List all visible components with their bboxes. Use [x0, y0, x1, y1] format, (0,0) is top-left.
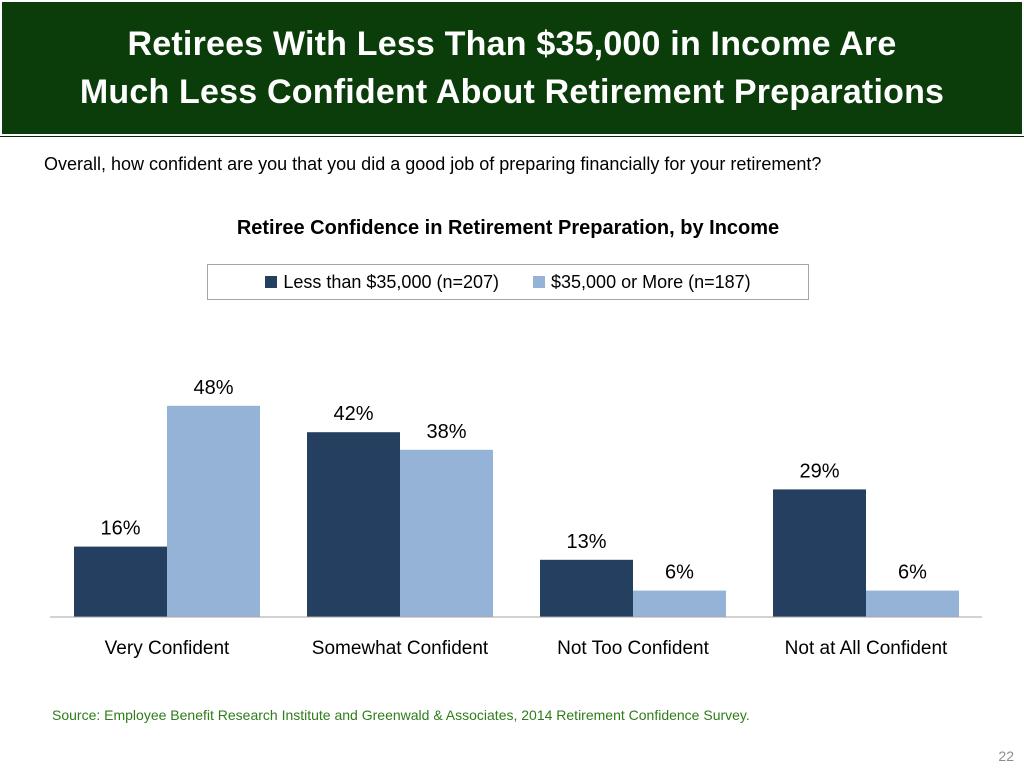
legend-item-high-income: $35,000 or More (n=187)	[533, 272, 751, 293]
bar-not-at-all-confident-series-1	[773, 489, 866, 617]
slide-title-line-2: Much Less Confident About Retirement Pre…	[79, 73, 945, 111]
slide-title-line-1: Retirees With Less Than $35,000 in Incom…	[127, 25, 897, 63]
bar-somewhat-confident-series-1	[307, 432, 400, 617]
chart-title: Retiree Confidence in Retirement Prepara…	[236, 217, 780, 239]
bar-not-at-all-confident-series-2	[866, 590, 959, 617]
category-label-somewhat-confident: Somewhat Confident	[312, 638, 489, 659]
data-label-not-too-confident-series-2: 6%	[665, 562, 694, 584]
data-label-somewhat-confident-series-2: 38%	[426, 421, 466, 443]
data-label-somewhat-confident-series-1: 42%	[333, 403, 373, 425]
legend-label-high-income: $35,000 or More (n=187)	[551, 271, 751, 292]
legend-item-low-income: Less than $35,000 (n=207)	[265, 272, 499, 293]
category-label-not-at-all-confident: Not at All Confident	[785, 638, 948, 659]
data-label-very-confident-series-2: 48%	[193, 377, 233, 399]
page-number: 22	[998, 748, 1014, 764]
survey-question: Overall, how confident are you that you …	[44, 154, 822, 174]
slide-header: Retirees With Less Than $35,000 in Incom…	[0, 0, 1024, 137]
legend-swatch-high-income	[533, 276, 546, 288]
data-label-not-too-confident-series-1: 13%	[566, 531, 606, 553]
legend-label-low-income: Less than $35,000 (n=207)	[283, 271, 500, 292]
bar-somewhat-confident-series-2	[400, 449, 493, 617]
legend-swatch-low-income	[265, 276, 278, 288]
bar-chart: 16% 48% Very Confident 42% 38% Somewhat Confi…	[50, 377, 982, 659]
bar-not-too-confident-series-1	[540, 559, 633, 617]
data-label-not-at-all-confident-series-1: 29%	[799, 460, 839, 482]
data-label-very-confident-series-1: 16%	[100, 518, 140, 540]
category-label-very-confident: Very Confident	[105, 638, 230, 659]
bar-very-confident-series-2	[167, 405, 260, 617]
bar-very-confident-series-1	[74, 546, 167, 617]
chart-legend: Less than $35,000 (n=207) $35,000 or Mor…	[207, 264, 809, 300]
category-label-not-too-confident: Not Too Confident	[557, 638, 709, 659]
bar-not-too-confident-series-2	[633, 590, 726, 617]
source-note: Source: Employee Benefit Research Instit…	[52, 707, 750, 723]
data-label-not-at-all-confident-series-2: 6%	[898, 562, 927, 584]
